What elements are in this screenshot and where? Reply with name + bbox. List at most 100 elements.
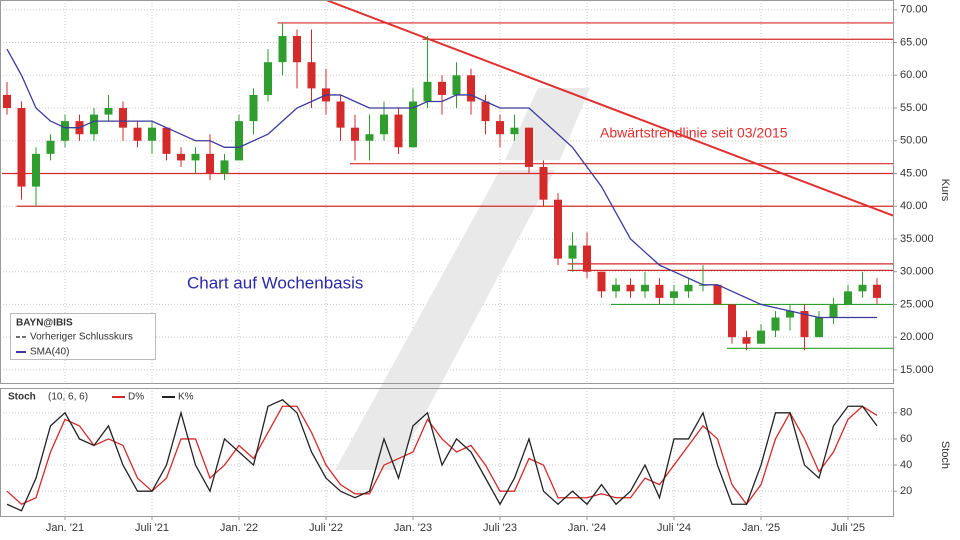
candle-body xyxy=(235,121,243,161)
sma-line xyxy=(6,48,877,319)
x-tick-label: Juli '22 xyxy=(309,522,343,534)
stoch-params: (10, 6, 6) xyxy=(48,392,88,403)
candle-body xyxy=(293,36,301,63)
y-tick-label: 60 xyxy=(900,433,912,445)
candle-body xyxy=(539,166,548,200)
candle-body xyxy=(641,284,649,292)
candle-body xyxy=(583,245,591,272)
stoch-header: Stoch (10, 6, 6) D% K% xyxy=(8,392,194,403)
candle-body xyxy=(409,101,417,148)
x-tick-label: Jan. '24 xyxy=(568,522,606,534)
x-tick-label: Jan. '23 xyxy=(394,522,432,534)
x-tick-label: Jan. '25 xyxy=(742,522,780,534)
candle-body xyxy=(191,153,200,161)
candle-body xyxy=(162,127,171,154)
x-tick-label: Juli '23 xyxy=(483,522,517,534)
y-tick-label: 55.00 xyxy=(900,102,928,114)
candle-body xyxy=(684,284,693,292)
legend-box xyxy=(10,313,156,360)
candle-body xyxy=(46,140,55,154)
candle-body xyxy=(670,291,678,298)
candle-body xyxy=(394,114,403,148)
legend-title: BAYN@IBIS xyxy=(16,318,73,329)
candle-body xyxy=(728,304,736,338)
x-tick-label: Juli '21 xyxy=(135,522,169,534)
candle-body xyxy=(104,108,113,115)
legend-label: SMA(40) xyxy=(30,347,69,358)
stoch-line xyxy=(6,398,878,512)
y-tick-label: 80 xyxy=(900,407,912,419)
x-tick-label: Juli '24 xyxy=(657,522,691,534)
price-panel-frame xyxy=(0,0,894,384)
candle-body xyxy=(510,127,519,135)
y-axis-label: Kurs xyxy=(939,179,951,202)
candle-body xyxy=(351,127,359,141)
candle-body xyxy=(365,134,374,141)
candle-body xyxy=(496,121,504,135)
candle-body xyxy=(17,108,26,187)
candle-body xyxy=(148,127,156,141)
watermark xyxy=(335,170,555,470)
candle-body xyxy=(423,81,432,102)
legend-label: D% xyxy=(128,392,144,403)
chart-subtitle: Chart auf Wochenbasis xyxy=(187,273,363,292)
candle-body xyxy=(612,284,620,292)
legend-label: Vorheriger Schlusskurs xyxy=(30,332,133,343)
candle-body xyxy=(597,271,606,292)
candle-body xyxy=(467,75,475,102)
y-tick-label: 60.00 xyxy=(900,69,928,81)
candle-body xyxy=(829,304,838,318)
stoch-panel-frame xyxy=(0,388,894,517)
y-tick-label: 30.000 xyxy=(900,266,934,278)
y-tick-label: 50.00 xyxy=(900,135,928,147)
candle-body xyxy=(380,114,388,135)
x-tick-label: Jan. '21 xyxy=(46,522,84,534)
candle-body xyxy=(757,330,765,344)
candle-body xyxy=(800,310,809,338)
candle-body xyxy=(177,153,185,161)
candle-body xyxy=(771,317,780,331)
candle-body xyxy=(568,245,577,259)
candle-body xyxy=(307,62,316,89)
candle-body xyxy=(844,291,852,305)
legend-label: K% xyxy=(178,392,194,403)
candle-body xyxy=(3,94,11,109)
candle-body xyxy=(264,62,272,95)
candle-body xyxy=(858,284,867,292)
candle-body xyxy=(278,36,287,63)
y-tick-label: 35.000 xyxy=(900,233,934,245)
candle-body xyxy=(32,153,40,187)
candle-body xyxy=(626,284,635,292)
candle-body xyxy=(554,199,562,259)
y-tick-label: 20 xyxy=(900,485,912,497)
candle-body xyxy=(206,153,214,174)
candle-body xyxy=(133,127,142,141)
candle-body xyxy=(481,101,490,122)
candle-body xyxy=(119,108,127,128)
y-tick-label: 25.000 xyxy=(900,298,934,310)
y-tick-label: 40 xyxy=(900,459,912,471)
candle-body xyxy=(742,337,751,344)
y-axis-label: Stoch xyxy=(939,441,951,469)
candle-body xyxy=(61,121,69,141)
y-tick-label: 70.00 xyxy=(900,4,928,16)
candle-body xyxy=(713,284,722,305)
candle-body xyxy=(90,114,98,135)
candle-body xyxy=(815,317,823,338)
y-tick-label: 15.000 xyxy=(900,364,934,376)
candle-body xyxy=(873,284,881,298)
candle-body xyxy=(452,75,461,95)
candle-body xyxy=(220,160,229,174)
candle-body xyxy=(786,310,794,318)
y-tick-label: 40.00 xyxy=(900,200,928,212)
y-tick-label: 65.00 xyxy=(900,36,928,48)
x-tick-label: Jan. '22 xyxy=(220,522,258,534)
y-tick-label: 20.000 xyxy=(900,331,934,343)
y-tick-label: 45.00 xyxy=(900,167,928,179)
candle-body xyxy=(525,127,533,167)
candle-body xyxy=(438,81,446,95)
stoch-title: Stoch xyxy=(8,392,36,403)
legend: BAYN@IBIS Vorheriger Schlusskurs SMA(40) xyxy=(10,313,156,360)
candle-body xyxy=(336,101,345,128)
